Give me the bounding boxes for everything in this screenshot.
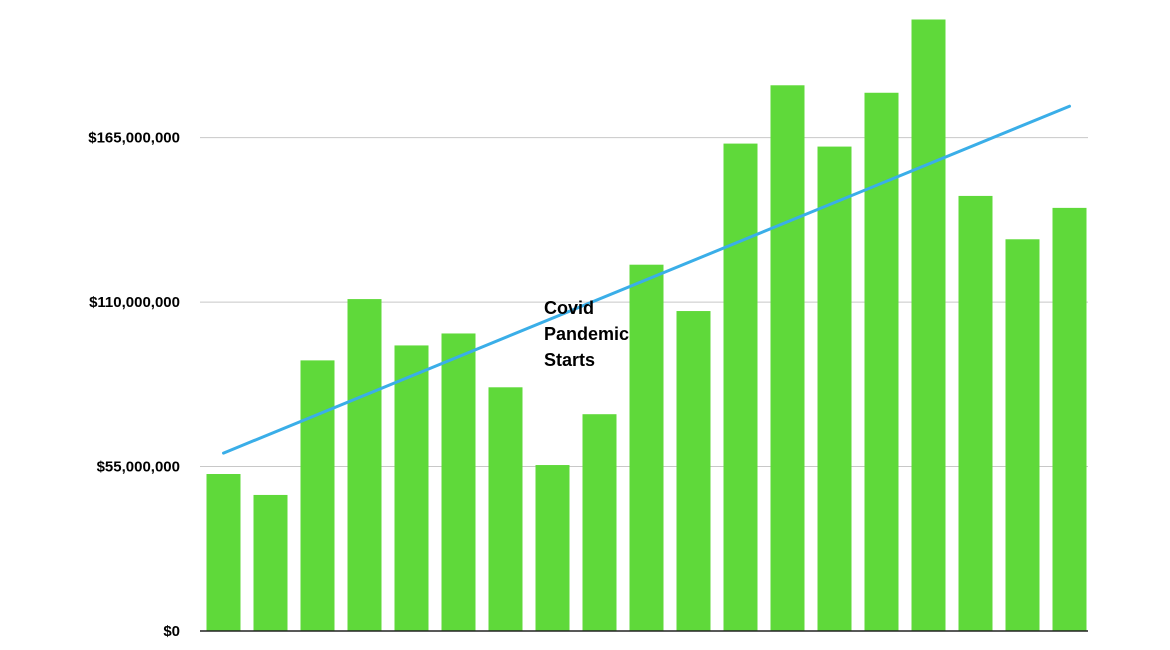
bar xyxy=(1052,207,1087,631)
y-tick-labels: $0 $55,000,000 $110,000,000 $165,000,000 xyxy=(88,130,180,640)
bar xyxy=(817,146,852,631)
bar xyxy=(394,345,429,631)
bar xyxy=(864,92,899,631)
x-tick-label: Q3-22 xyxy=(952,648,999,650)
bar xyxy=(300,360,335,631)
x-tick-label: Q3-18 xyxy=(200,648,247,650)
x-tick-label: Q1-22 xyxy=(858,648,905,650)
bar xyxy=(582,414,617,631)
bar xyxy=(441,333,476,631)
annotation-line: Pandemic xyxy=(544,324,629,344)
trendline xyxy=(222,104,1071,455)
y-tick-label: $55,000,000 xyxy=(97,459,180,476)
bar xyxy=(206,474,241,631)
trendline-group xyxy=(222,104,1071,455)
bar xyxy=(535,465,570,631)
x-tick-label: Q1-19 xyxy=(294,648,341,650)
x-tick-label: Q3-21 xyxy=(764,648,811,650)
annotation-line: Starts xyxy=(544,350,595,370)
covid-annotation: Covid Pandemic Starts xyxy=(544,298,634,370)
x-tick-label: Q1-20 xyxy=(482,648,529,650)
bar xyxy=(911,19,946,632)
bar xyxy=(488,387,523,631)
x-tick-labels: Q3-18 Q1-19 Q3-19 Q1-20 Q3-20 Q1-21 Q3-21 Q1-22… xyxy=(200,648,1093,650)
x-tick-label: Q3-20 xyxy=(576,648,623,650)
bars xyxy=(206,19,1087,632)
y-tick-label: $110,000,000 xyxy=(89,294,180,311)
bar xyxy=(1005,239,1040,631)
bar xyxy=(253,494,288,631)
bar xyxy=(770,85,805,631)
x-tick-label: Q3-19 xyxy=(388,648,435,650)
bar xyxy=(958,195,993,632)
x-tick-label: Q1-23 xyxy=(1046,648,1093,650)
bar xyxy=(676,311,711,631)
bar xyxy=(347,299,382,631)
annotation-line: Covid xyxy=(544,298,594,318)
y-tick-label: $165,000,000 xyxy=(88,130,180,147)
bar xyxy=(723,143,758,631)
y-tick-label: $0 xyxy=(163,623,180,640)
bar xyxy=(629,264,664,631)
x-tick-label: Q1-21 xyxy=(670,648,717,650)
